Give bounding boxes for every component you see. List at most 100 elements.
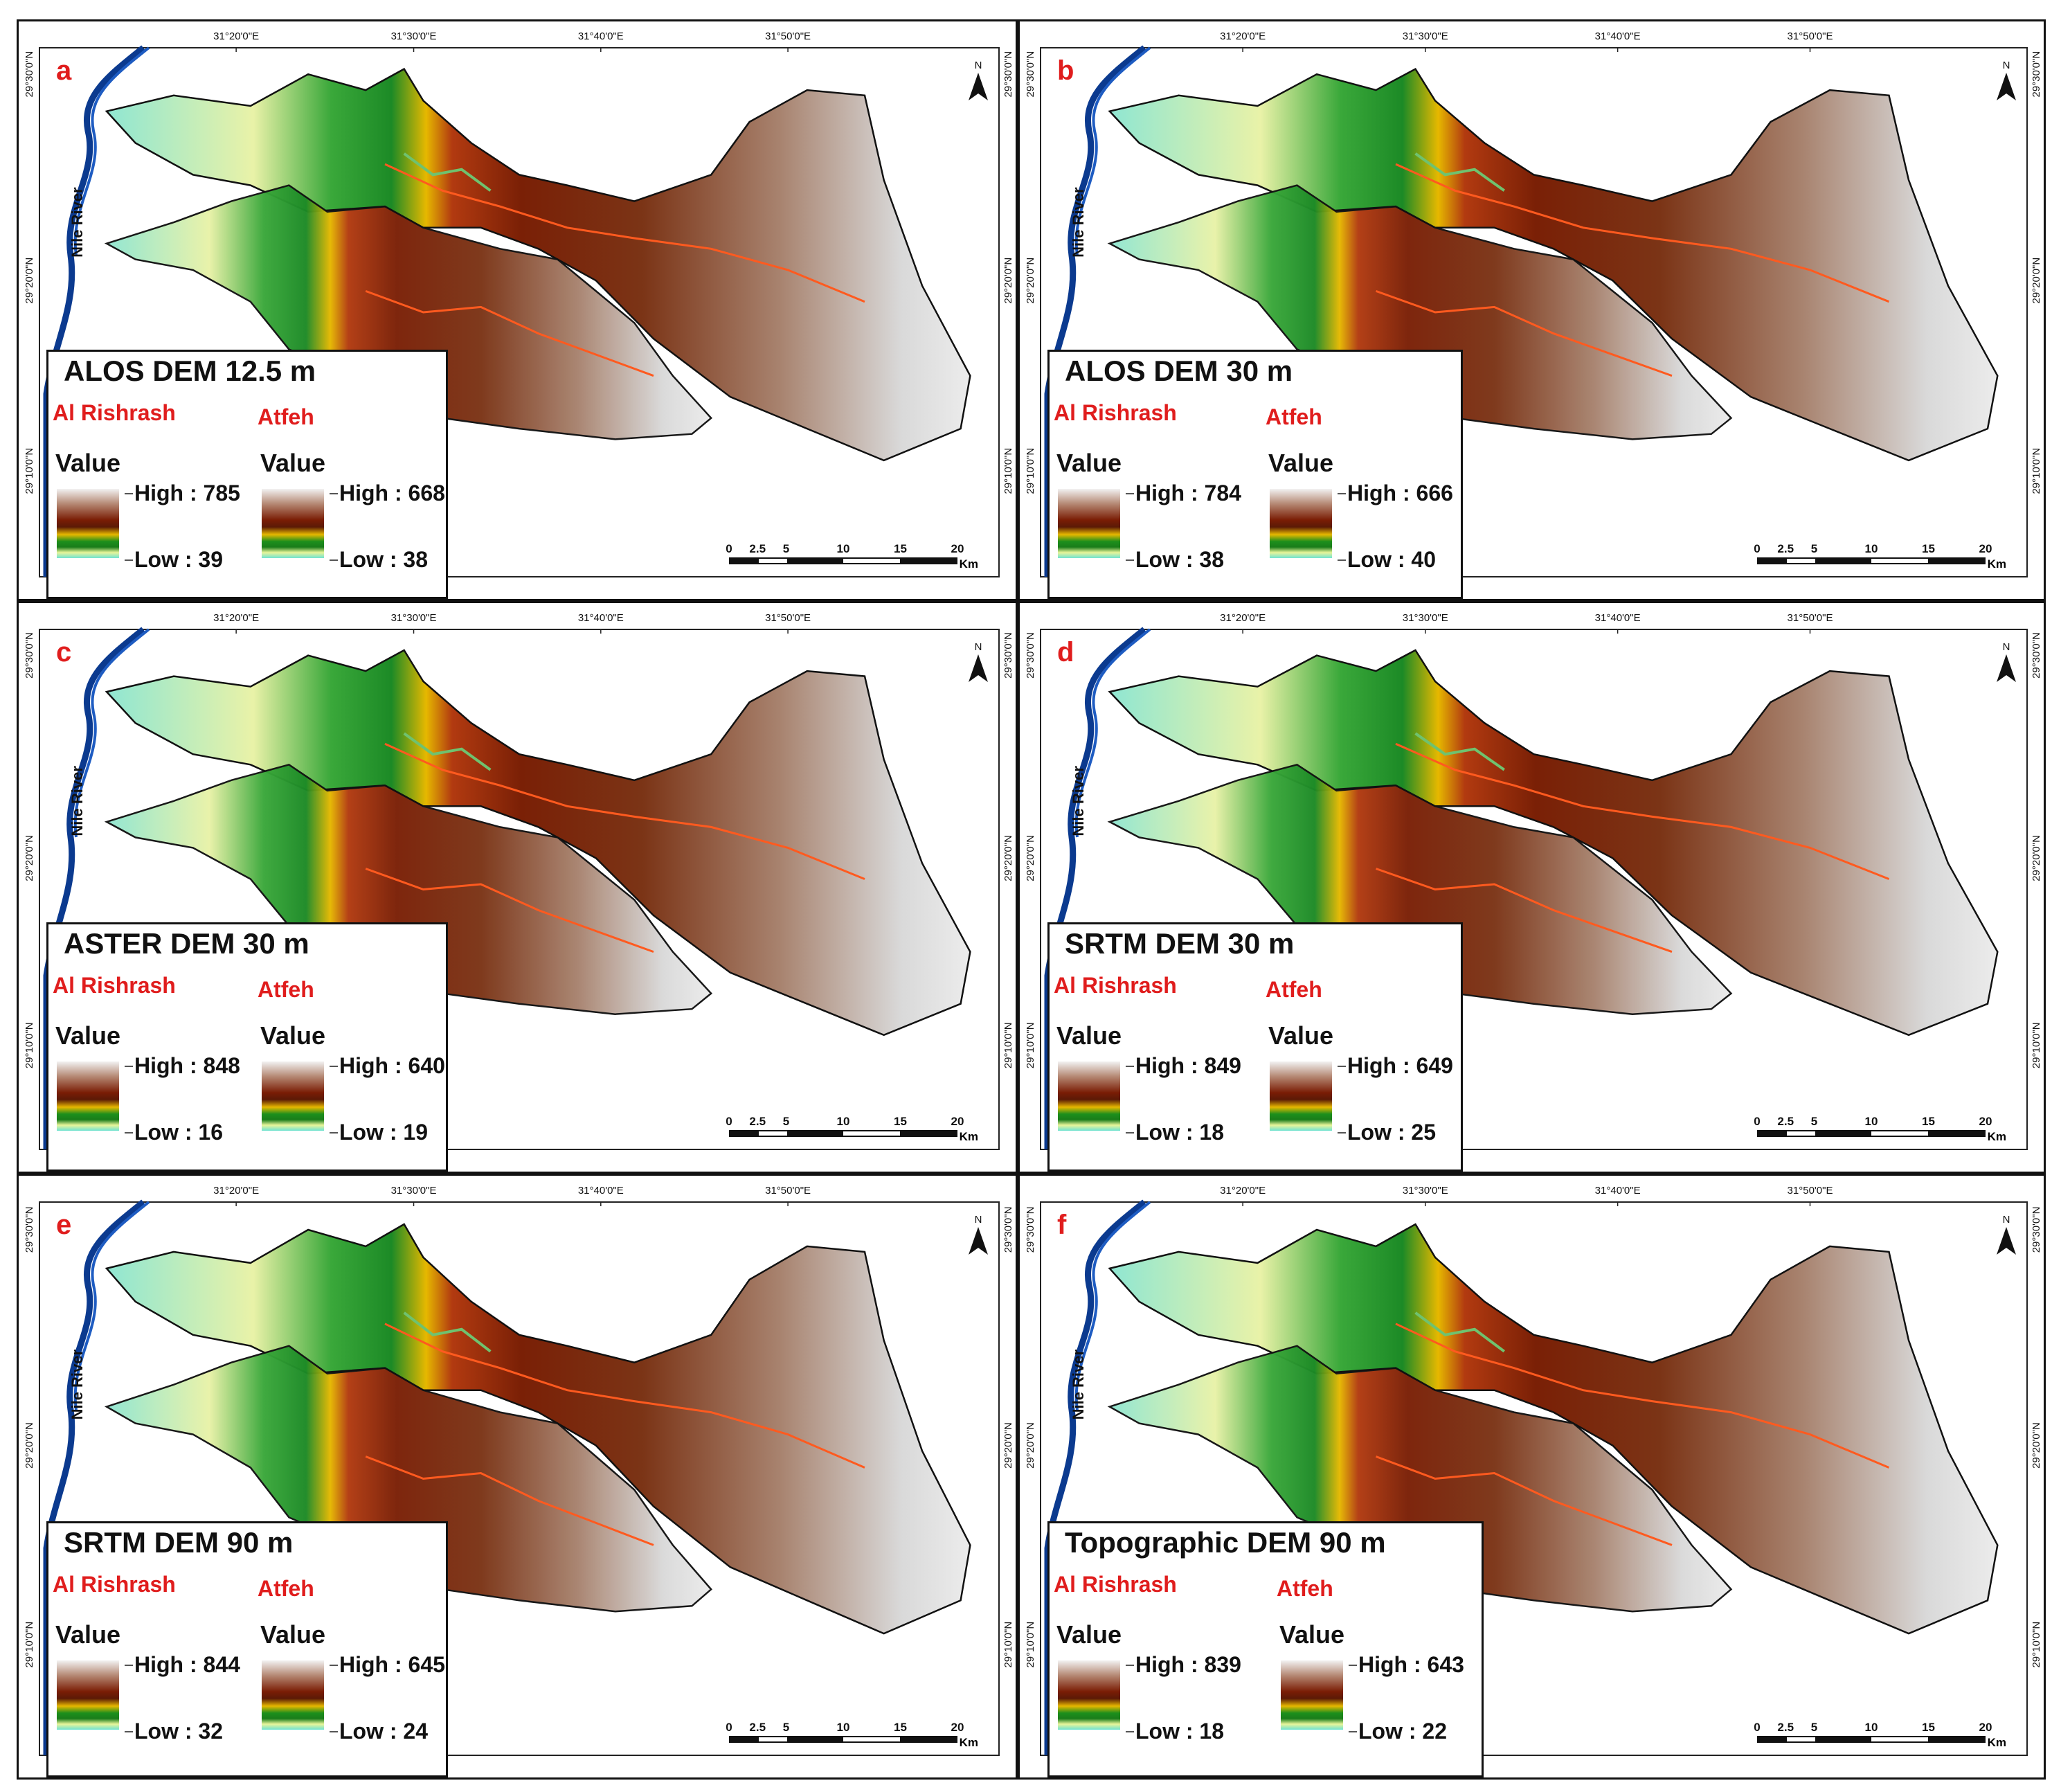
- legend-value-label: Value: [55, 1620, 121, 1649]
- scale-tick-label: 20: [951, 542, 964, 555]
- scale-tick-label: 20: [1979, 1721, 1992, 1734]
- legend-value-label: Value: [55, 449, 121, 477]
- nile-river: [43, 1199, 145, 1755]
- scale-tick-label: 0: [1754, 1721, 1761, 1734]
- scale-tick-label: 10: [836, 1115, 850, 1128]
- scale-bar: 0 2.5 5 10 15 20 Km: [726, 542, 978, 571]
- lat-tick-label-left: 29°10'0"N: [1025, 1622, 1036, 1668]
- lon-tick-label: 31°20'0"E: [213, 612, 259, 624]
- panel-letter: c: [56, 637, 71, 667]
- legend-basin-name: Atfeh: [258, 977, 314, 1002]
- lat-tick-label-right: 29°30'0"N: [1002, 51, 1014, 98]
- lon-tick-label: 31°50'0"E: [1788, 612, 1833, 624]
- legend-basin-name: Al Rishrash: [53, 400, 176, 425]
- legend-low-value: Low : 25: [1337, 1120, 1437, 1145]
- legend-basin-name: Atfeh: [258, 404, 314, 429]
- north-label: N: [975, 1214, 982, 1226]
- lat-tick-label-right: 29°20'0"N: [2031, 835, 2042, 881]
- scale-tick-label: 2.5: [749, 1115, 766, 1128]
- lon-tick-label: 31°50'0"E: [765, 30, 811, 42]
- atfeh-basin: [104, 184, 713, 440]
- legend-title: ALOS DEM 12.5 m: [64, 355, 316, 387]
- lat-tick-label-left: 29°10'0"N: [24, 1022, 35, 1068]
- legend-color-ramp: [1281, 1660, 1343, 1730]
- lat-tick-label-right: 29°20'0"N: [2031, 258, 2042, 304]
- lat-tick-label-right: 29°10'0"N: [2031, 1622, 2042, 1668]
- scale-bar: 0 2.5 5 10 15 20 Km: [1754, 542, 2006, 571]
- lat-tick-label-left: 29°30'0"N: [1025, 51, 1036, 98]
- nile-river-label: Nile River: [69, 187, 86, 258]
- lon-tick-label: 31°40'0"E: [1595, 30, 1641, 42]
- lat-tick-label-right: 29°30'0"N: [1002, 1207, 1014, 1253]
- lat-tick-label-left: 29°10'0"N: [1025, 1022, 1036, 1068]
- map-canvas: 31°20'0"E 31°30'0"E 31°40'0"E 31°50'0"E 29°3…: [24, 612, 1014, 1150]
- legend-value-label: Value: [55, 1021, 121, 1050]
- lon-tick-label: 31°50'0"E: [765, 612, 811, 624]
- map-panel-f: 31°20'0"E 31°30'0"E 31°40'0"E 31°50'0"E 29°3…: [1018, 1174, 2046, 1780]
- drainage-line: [384, 742, 865, 880]
- north-label: N: [2003, 60, 2010, 71]
- legend-high-value: High : 844: [125, 1652, 240, 1677]
- scale-tick-label: 10: [1864, 1721, 1878, 1734]
- lat-tick-label-right: 29°20'0"N: [2031, 1422, 2042, 1469]
- north-arrow-icon: [1997, 73, 2016, 100]
- scale-tick-label: 15: [1922, 542, 1935, 555]
- legend-high-value: High : 849: [1126, 1053, 1241, 1078]
- drainage-line: [403, 732, 492, 771]
- nile-river: [1044, 627, 1146, 1149]
- scale-unit: Km: [959, 557, 978, 571]
- scale-tick-label: 0: [1754, 1115, 1761, 1128]
- legend-high-value: High : 666: [1338, 481, 1453, 505]
- legend-color-ramp: [262, 1061, 324, 1131]
- legend-value-label: Value: [1268, 1021, 1334, 1050]
- lon-tick-label: 31°40'0"E: [578, 1185, 624, 1197]
- scale-tick-label: 2.5: [1777, 1115, 1794, 1128]
- map-panel-a: 31°20'0"E 31°30'0"E 31°40'0"E 31°50'0"E 29°3…: [17, 19, 1018, 601]
- scale-tick-label: 5: [1810, 1721, 1818, 1734]
- map-panel-b: 31°20'0"E 31°30'0"E 31°40'0"E 31°50'0"E 29°3…: [1018, 19, 2046, 601]
- nile-river-label: Nile River: [69, 1349, 86, 1419]
- north-arrow-icon: [969, 654, 988, 682]
- north-arrow-icon: [969, 73, 988, 100]
- scale-tick-label: 15: [894, 542, 907, 555]
- legend-title: ALOS DEM 30 m: [1065, 355, 1293, 387]
- lat-tick-label-left: 29°20'0"N: [24, 835, 35, 881]
- drainage-line: [365, 289, 654, 377]
- lon-tick-label: 31°50'0"E: [765, 1185, 811, 1197]
- lat-tick-label-left: 29°30'0"N: [1025, 1207, 1036, 1253]
- lat-tick-label-right: 29°30'0"N: [2031, 1207, 2042, 1253]
- legend-basin-name: Al Rishrash: [1054, 973, 1177, 998]
- scale-tick-label: 5: [1810, 542, 1818, 555]
- legend-value-label: Value: [1056, 1620, 1122, 1649]
- scale-tick-label: 5: [782, 542, 790, 555]
- lon-tick-label: 31°40'0"E: [578, 612, 624, 624]
- scale-tick-label: 15: [1922, 1721, 1935, 1734]
- drainage-line: [365, 1455, 654, 1546]
- drainage-line: [1395, 163, 1890, 303]
- lon-tick-label: 31°40'0"E: [1595, 612, 1641, 624]
- scale-tick-label: 2.5: [749, 1721, 766, 1734]
- panel-letter: b: [1057, 55, 1074, 86]
- drainage-line: [384, 1323, 865, 1469]
- drainage-line: [1414, 1311, 1505, 1353]
- lon-tick-label: 31°30'0"E: [1403, 612, 1448, 624]
- scale-tick-label: 15: [894, 1721, 907, 1734]
- north-arrow-icon: [1997, 1227, 2016, 1255]
- legend-value-label: Value: [260, 1620, 326, 1649]
- scale-tick-label: 2.5: [1777, 542, 1794, 555]
- legend-title: SRTM DEM 30 m: [1065, 927, 1295, 960]
- legend-low-value: Low : 38: [329, 547, 429, 572]
- drainage-line: [1414, 732, 1505, 771]
- atfeh-basin: [1107, 763, 1733, 1015]
- lat-tick-label-right: 29°10'0"N: [1002, 448, 1014, 494]
- scale-tick-label: 15: [894, 1115, 907, 1128]
- drainage-line: [403, 1311, 492, 1353]
- legend-basin-name: Atfeh: [1266, 977, 1322, 1002]
- legend-color-ramp: [1058, 489, 1120, 558]
- scale-tick-label: 0: [726, 1721, 732, 1734]
- scale-unit: Km: [959, 1736, 978, 1749]
- legend-value-label: Value: [1279, 1620, 1345, 1649]
- north-arrow-icon: [1997, 654, 2016, 682]
- scale-tick-label: 2.5: [749, 542, 766, 555]
- drainage-line: [1395, 1323, 1890, 1469]
